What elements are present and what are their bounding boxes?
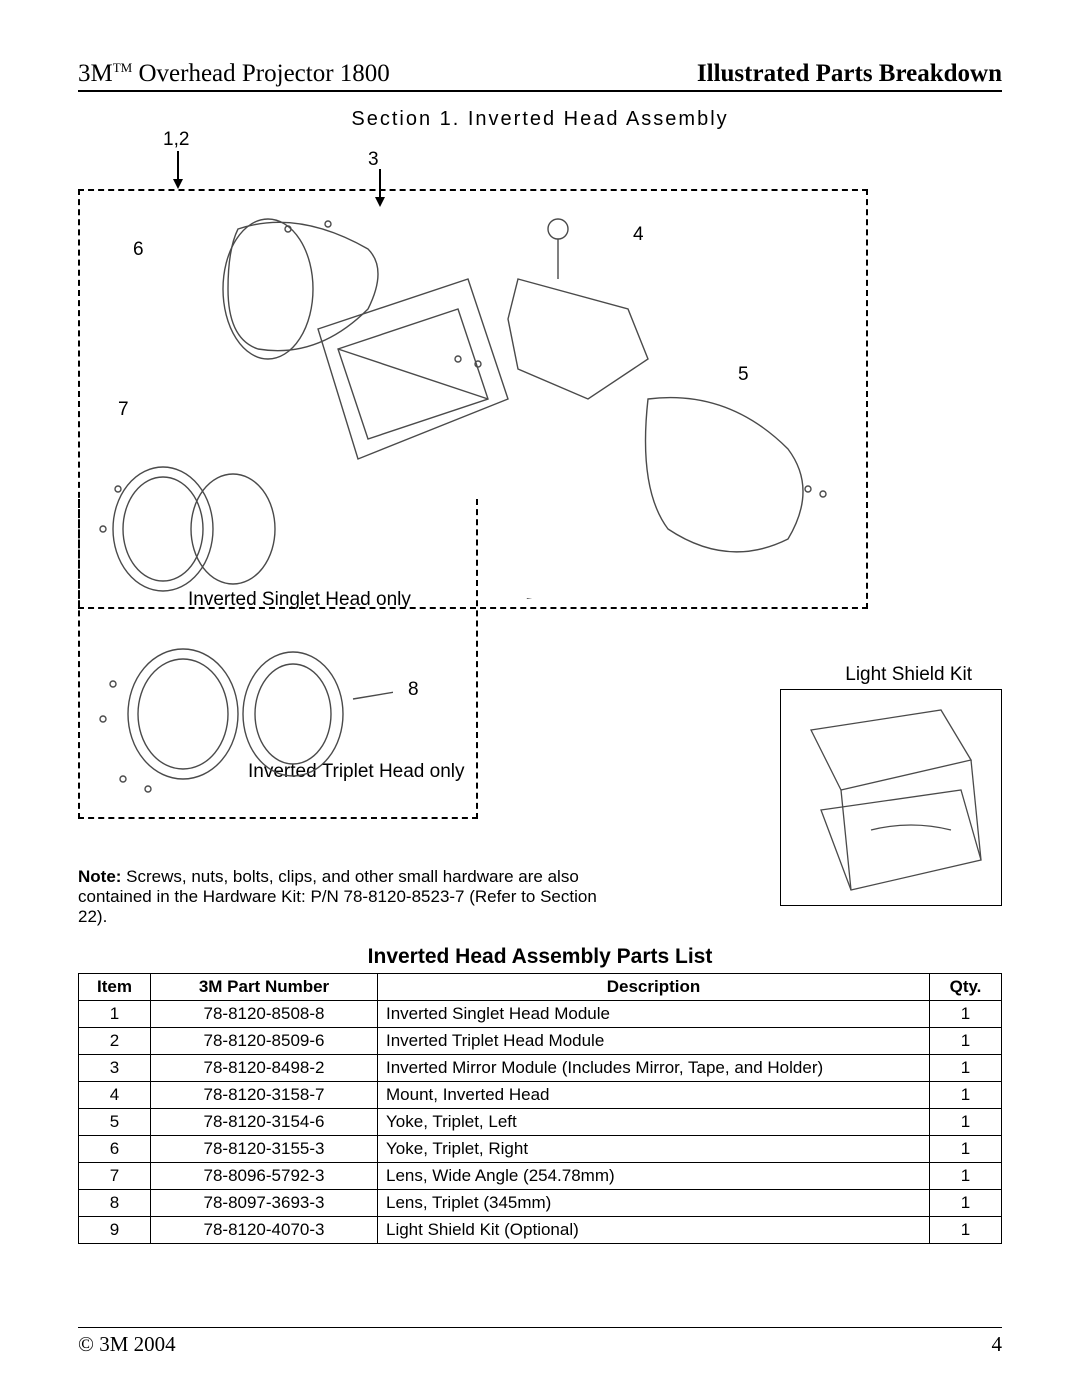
cell-description: Lens, Triplet (345mm) bbox=[378, 1190, 930, 1217]
col-part-number: 3M Part Number bbox=[151, 974, 378, 1001]
cell-description: Mount, Inverted Head bbox=[378, 1082, 930, 1109]
cell-description: Inverted Mirror Module (Includes Mirror,… bbox=[378, 1055, 930, 1082]
col-item: Item bbox=[79, 974, 151, 1001]
cell-item: 7 bbox=[79, 1163, 151, 1190]
footer-right: 4 bbox=[992, 1332, 1003, 1357]
cell-part-number: 78-8120-3154-6 bbox=[151, 1109, 378, 1136]
cell-description: Yoke, Triplet, Left bbox=[378, 1109, 930, 1136]
cell-item: 6 bbox=[79, 1136, 151, 1163]
table-title: Inverted Head Assembly Parts List bbox=[78, 945, 1002, 969]
table-row: 478-8120-3158-7Mount, Inverted Head1 bbox=[79, 1082, 1002, 1109]
cell-part-number: 78-8096-5792-3 bbox=[151, 1163, 378, 1190]
cell-item: 3 bbox=[79, 1055, 151, 1082]
section-title: Section 1. Inverted Head Assembly bbox=[78, 108, 1002, 131]
note-block: Note: Screws, nuts, bolts, clips, and ot… bbox=[78, 867, 618, 927]
cell-part-number: 78-8120-3158-7 bbox=[151, 1082, 378, 1109]
note-label: Note: bbox=[78, 867, 121, 886]
cell-qty: 1 bbox=[930, 1109, 1002, 1136]
light-shield-icon bbox=[781, 690, 1001, 905]
cell-part-number: 78-8120-3155-3 bbox=[151, 1136, 378, 1163]
cell-qty: 1 bbox=[930, 1001, 1002, 1028]
col-qty: Qty. bbox=[930, 974, 1002, 1001]
cell-part-number: 78-8120-4070-3 bbox=[151, 1217, 378, 1244]
cell-part-number: 78-8120-8498-2 bbox=[151, 1055, 378, 1082]
callout-8: 8 bbox=[408, 679, 419, 701]
cell-qty: 1 bbox=[930, 1190, 1002, 1217]
header-left: 3MTM Overhead Projector 1800 bbox=[78, 60, 390, 88]
cell-part-number: 78-8120-8509-6 bbox=[151, 1028, 378, 1055]
cell-description: Lens, Wide Angle (254.78mm) bbox=[378, 1163, 930, 1190]
cell-item: 9 bbox=[79, 1217, 151, 1244]
cell-qty: 1 bbox=[930, 1028, 1002, 1055]
table-header-row: Item 3M Part Number Description Qty. bbox=[79, 974, 1002, 1001]
parts-table: Item 3M Part Number Description Qty. 178… bbox=[78, 973, 1002, 1244]
table-row: 978-8120-4070-3Light Shield Kit (Optiona… bbox=[79, 1217, 1002, 1244]
triplet-lens-icon bbox=[93, 629, 393, 799]
cell-description: Yoke, Triplet, Right bbox=[378, 1136, 930, 1163]
col-description: Description bbox=[378, 974, 930, 1001]
callout-3: 3 bbox=[368, 149, 379, 171]
table-row: 178-8120-8508-8Inverted Singlet Head Mod… bbox=[79, 1001, 1002, 1028]
cell-description: Inverted Triplet Head Module bbox=[378, 1028, 930, 1055]
cell-item: 5 bbox=[79, 1109, 151, 1136]
table-row: 778-8096-5792-3Lens, Wide Angle (254.78m… bbox=[79, 1163, 1002, 1190]
callout-1-2: 1,2 bbox=[163, 129, 189, 151]
tm-mark: TM bbox=[113, 60, 133, 75]
table-row: 678-8120-3155-3Yoke, Triplet, Right1 bbox=[79, 1136, 1002, 1163]
cell-item: 4 bbox=[79, 1082, 151, 1109]
cell-item: 8 bbox=[79, 1190, 151, 1217]
product-name: Overhead Projector 1800 bbox=[132, 60, 390, 87]
cell-qty: 1 bbox=[930, 1217, 1002, 1244]
note-body: Screws, nuts, bolts, clips, and other sm… bbox=[78, 867, 597, 926]
cell-description: Inverted Singlet Head Module bbox=[378, 1001, 930, 1028]
cell-part-number: 78-8097-3693-3 bbox=[151, 1190, 378, 1217]
cell-item: 2 bbox=[79, 1028, 151, 1055]
cell-qty: 1 bbox=[930, 1055, 1002, 1082]
table-row: 878-8097-3693-3Lens, Triplet (345mm)1 bbox=[79, 1190, 1002, 1217]
diagram-area: 1,2 3 4 5 6 7 8 Inverted Singlet Head on… bbox=[78, 139, 1002, 859]
cell-qty: 1 bbox=[930, 1163, 1002, 1190]
cell-qty: 1 bbox=[930, 1082, 1002, 1109]
light-shield-box bbox=[780, 689, 1002, 906]
cell-qty: 1 bbox=[930, 1136, 1002, 1163]
page-footer: © 3M 2004 4 bbox=[78, 1327, 1002, 1357]
light-shield-label: Light Shield Kit bbox=[845, 664, 972, 686]
header-right: Illustrated Parts Breakdown bbox=[697, 60, 1002, 88]
page-header: 3MTM Overhead Projector 1800 Illustrated… bbox=[78, 60, 1002, 92]
cell-description: Light Shield Kit (Optional) bbox=[378, 1217, 930, 1244]
footer-left: © 3M 2004 bbox=[78, 1332, 176, 1357]
cell-part-number: 78-8120-8508-8 bbox=[151, 1001, 378, 1028]
brand: 3M bbox=[78, 60, 113, 87]
table-row: 278-8120-8509-6Inverted Triplet Head Mod… bbox=[79, 1028, 1002, 1055]
arrow-1-2-icon bbox=[170, 151, 190, 191]
cell-item: 1 bbox=[79, 1001, 151, 1028]
table-row: 378-8120-8498-2Inverted Mirror Module (I… bbox=[79, 1055, 1002, 1082]
singlet-lens-icon bbox=[93, 449, 313, 609]
table-row: 578-8120-3154-6Yoke, Triplet, Left1 bbox=[79, 1109, 1002, 1136]
